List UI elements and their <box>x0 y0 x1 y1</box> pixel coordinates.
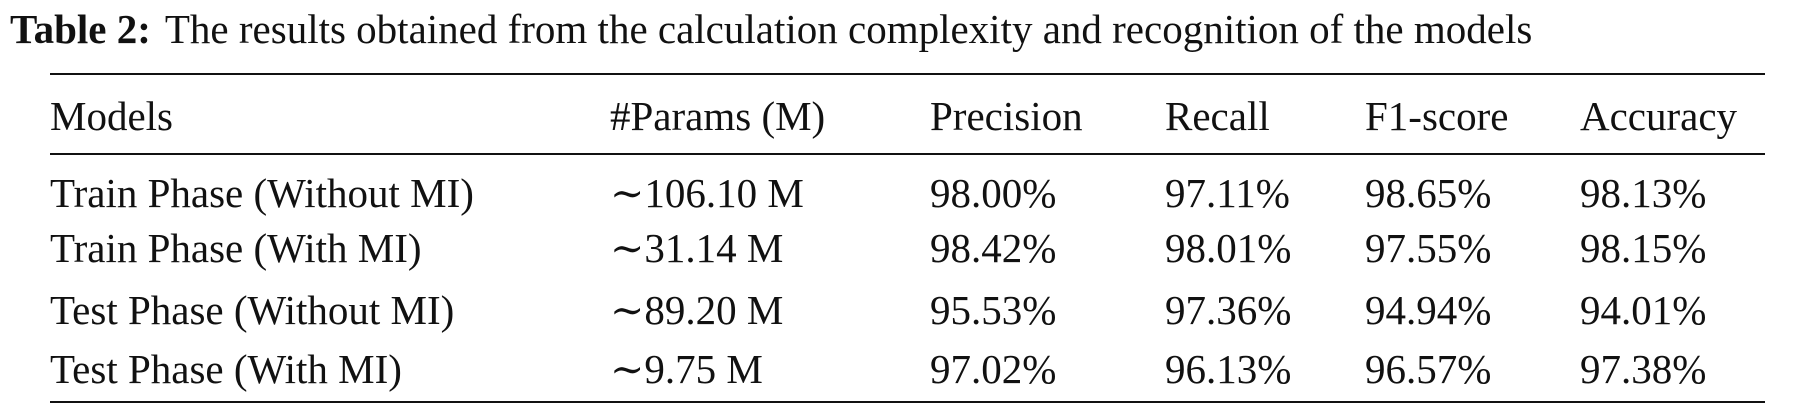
cell-f1-score: 98.65% <box>1365 170 1492 216</box>
table-row: Test Phase (Without MI) ∼89.20 M 95.53% … <box>50 279 1765 341</box>
cell-accuracy: 98.13% <box>1580 170 1707 216</box>
header-models: Models <box>50 93 173 139</box>
header-accuracy: Accuracy <box>1580 93 1738 139</box>
cell-params: ∼106.10 M <box>610 170 804 216</box>
cell-recall: 98.01% <box>1165 225 1292 271</box>
cell-recall: 97.36% <box>1165 287 1292 333</box>
cell-f1-score: 96.57% <box>1365 346 1492 392</box>
caption-text: The results obtained from the calculatio… <box>164 6 1533 52</box>
cell-f1-score: 94.94% <box>1365 287 1492 333</box>
header-f1-score: F1-score <box>1365 93 1509 139</box>
table-row: Test Phase (With MI) ∼9.75 M 97.02% 96.1… <box>50 341 1765 402</box>
results-table: Models #Params (M) Precision Recall F1-s… <box>50 73 1765 403</box>
cell-f1-score: 97.55% <box>1365 225 1492 271</box>
header-params: #Params (M) <box>610 93 826 139</box>
cell-model: Test Phase (With MI) <box>50 346 402 392</box>
cell-params: ∼9.75 M <box>610 346 763 392</box>
cell-precision: 98.42% <box>930 225 1057 271</box>
cell-accuracy: 94.01% <box>1580 287 1707 333</box>
cell-params: ∼89.20 M <box>610 287 784 333</box>
cell-precision: 97.02% <box>930 346 1057 392</box>
cell-accuracy: 98.15% <box>1580 225 1707 271</box>
table-header-row: Models #Params (M) Precision Recall F1-s… <box>50 74 1765 154</box>
cell-model: Train Phase (With MI) <box>50 225 422 271</box>
cell-model: Test Phase (Without MI) <box>50 287 455 333</box>
table-row: Train Phase (Without MI) ∼106.10 M 98.00… <box>50 154 1765 217</box>
cell-accuracy: 97.38% <box>1580 346 1707 392</box>
header-recall: Recall <box>1165 93 1270 139</box>
caption-label: Table 2: <box>10 6 151 52</box>
cell-params: ∼31.14 M <box>610 225 784 271</box>
table-row: Train Phase (With MI) ∼31.14 M 98.42% 98… <box>50 217 1765 279</box>
cell-recall: 96.13% <box>1165 346 1292 392</box>
header-precision: Precision <box>930 93 1083 139</box>
cell-precision: 98.00% <box>930 170 1057 216</box>
cell-model: Train Phase (Without MI) <box>50 170 474 216</box>
cell-precision: 95.53% <box>930 287 1057 333</box>
cell-recall: 97.11% <box>1165 170 1290 216</box>
table-caption: Table 2: The results obtained from the ca… <box>10 4 1790 54</box>
